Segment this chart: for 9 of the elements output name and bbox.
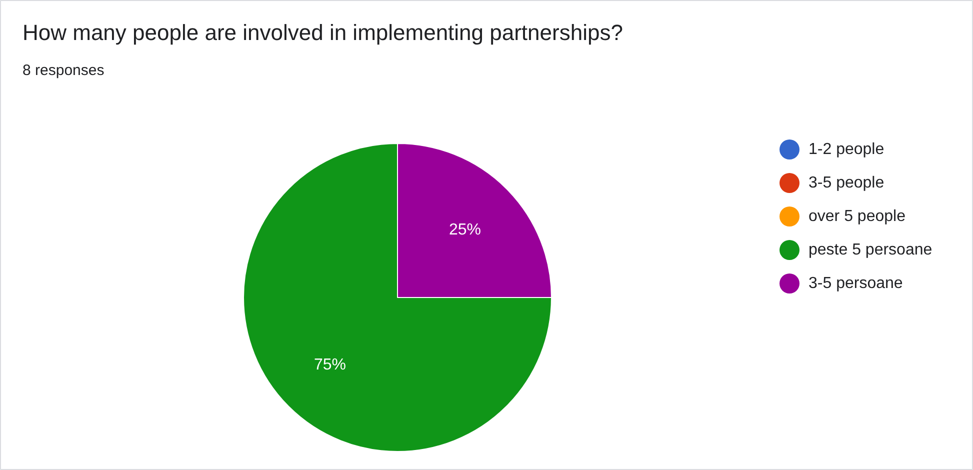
legend-label: 1-2 people	[808, 141, 884, 158]
text: 8 responses	[22, 62, 104, 79]
legend-label: over 5 people	[808, 208, 906, 225]
legend-label: 3-5 people	[808, 174, 884, 192]
data-label: 75%	[314, 356, 346, 374]
legend-label: peste 5 persoane	[808, 242, 932, 258]
data-label: 25%	[449, 221, 482, 238]
chart-title: How many people are involved in implementing partnerships?	[22, 20, 623, 45]
legend-label: 3-5 persoane	[808, 275, 903, 292]
